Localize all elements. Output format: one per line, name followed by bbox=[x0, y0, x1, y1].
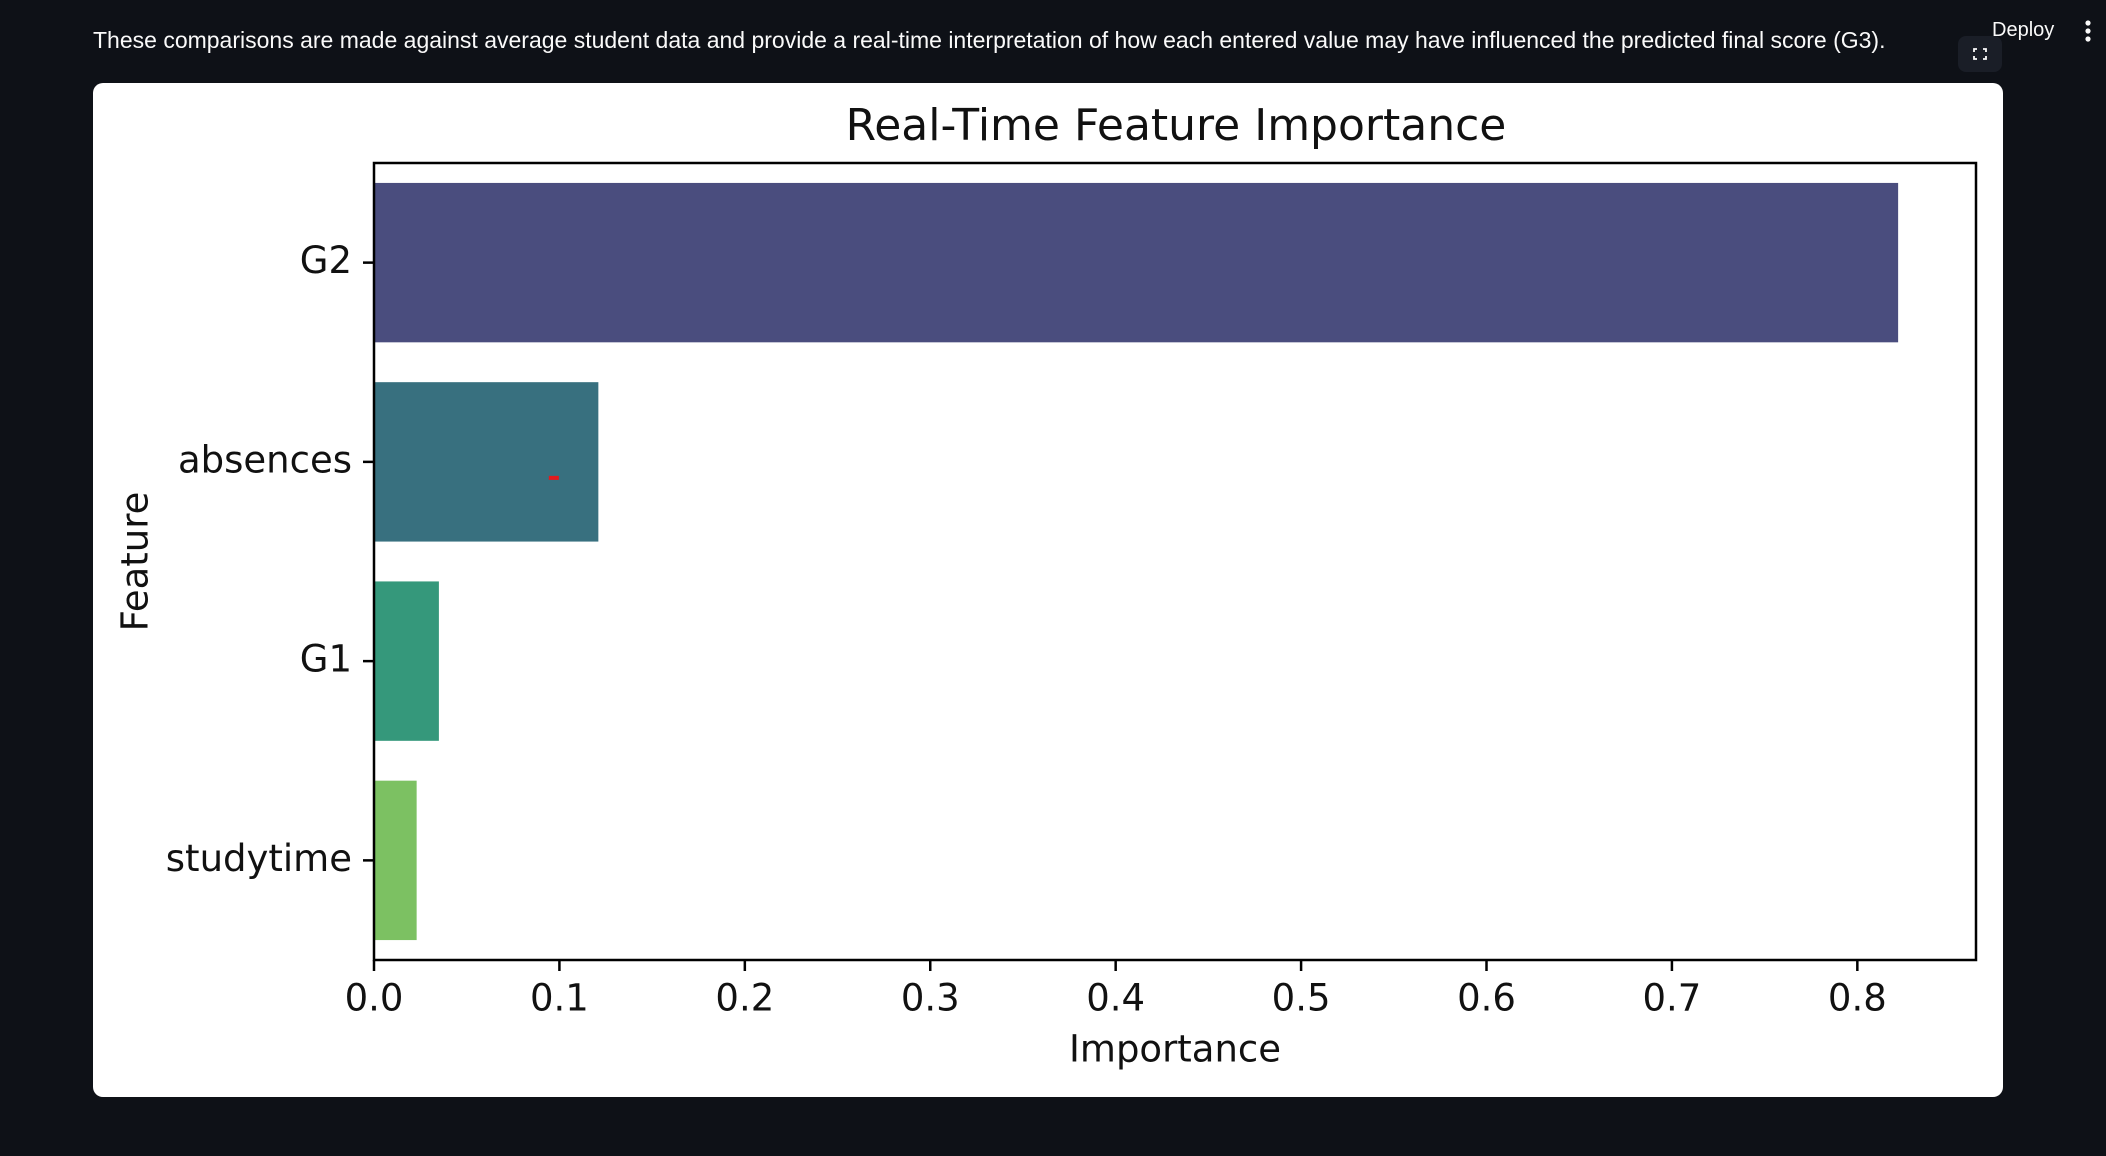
plot-frame bbox=[372, 161, 1978, 962]
y-axis-label: Feature bbox=[114, 492, 157, 632]
x-tick-label: 0.4 bbox=[1086, 977, 1145, 1020]
chart-figure: Real-Time Feature Importance G2 absences G… bbox=[93, 83, 2003, 1097]
x-tick-label: 0.7 bbox=[1642, 977, 1701, 1020]
feature-importance-chart: Real-Time Feature Importance G2absencesG… bbox=[114, 100, 1978, 1071]
x-tick-label: 0.0 bbox=[345, 977, 404, 1020]
y-tick-label: G1 bbox=[300, 638, 352, 681]
x-tick-label: 0.5 bbox=[1272, 977, 1331, 1020]
description-caption: These comparisons are made against avera… bbox=[93, 27, 1886, 53]
x-tick-label: 0.2 bbox=[715, 977, 774, 1020]
x-axis-label: Importance bbox=[1069, 1028, 1281, 1071]
bar-studytime bbox=[374, 780, 417, 941]
bar-G1 bbox=[374, 581, 439, 741]
x-axis: 0.0 0.1 0.2 0.3 0.4 0.5 0.6 0.7 0.8 bbox=[345, 960, 1887, 1020]
main-menu-button[interactable] bbox=[2076, 14, 2100, 48]
deploy-button[interactable]: Deploy bbox=[1992, 19, 2055, 41]
x-tick-label: 0.3 bbox=[901, 977, 960, 1020]
y-tick-label: G2 bbox=[300, 239, 352, 282]
y-axis: G2 absences G1 studytime bbox=[166, 239, 374, 880]
x-tick-label: 0.1 bbox=[530, 977, 589, 1020]
x-tick-label: 0.8 bbox=[1828, 977, 1887, 1020]
y-tick-label: studytime bbox=[166, 837, 352, 880]
fullscreen-icon bbox=[1973, 48, 1987, 60]
chart-title: Real-Time Feature Importance bbox=[846, 100, 1507, 151]
fullscreen-button[interactable] bbox=[1958, 36, 2002, 72]
bar-absences bbox=[374, 382, 599, 542]
x-tick-label: 0.6 bbox=[1457, 977, 1516, 1020]
vertical-ellipsis-icon bbox=[2085, 20, 2091, 42]
bars-group bbox=[374, 182, 1899, 941]
y-tick-label: absences bbox=[178, 438, 352, 481]
bar-G2 bbox=[374, 182, 1899, 343]
